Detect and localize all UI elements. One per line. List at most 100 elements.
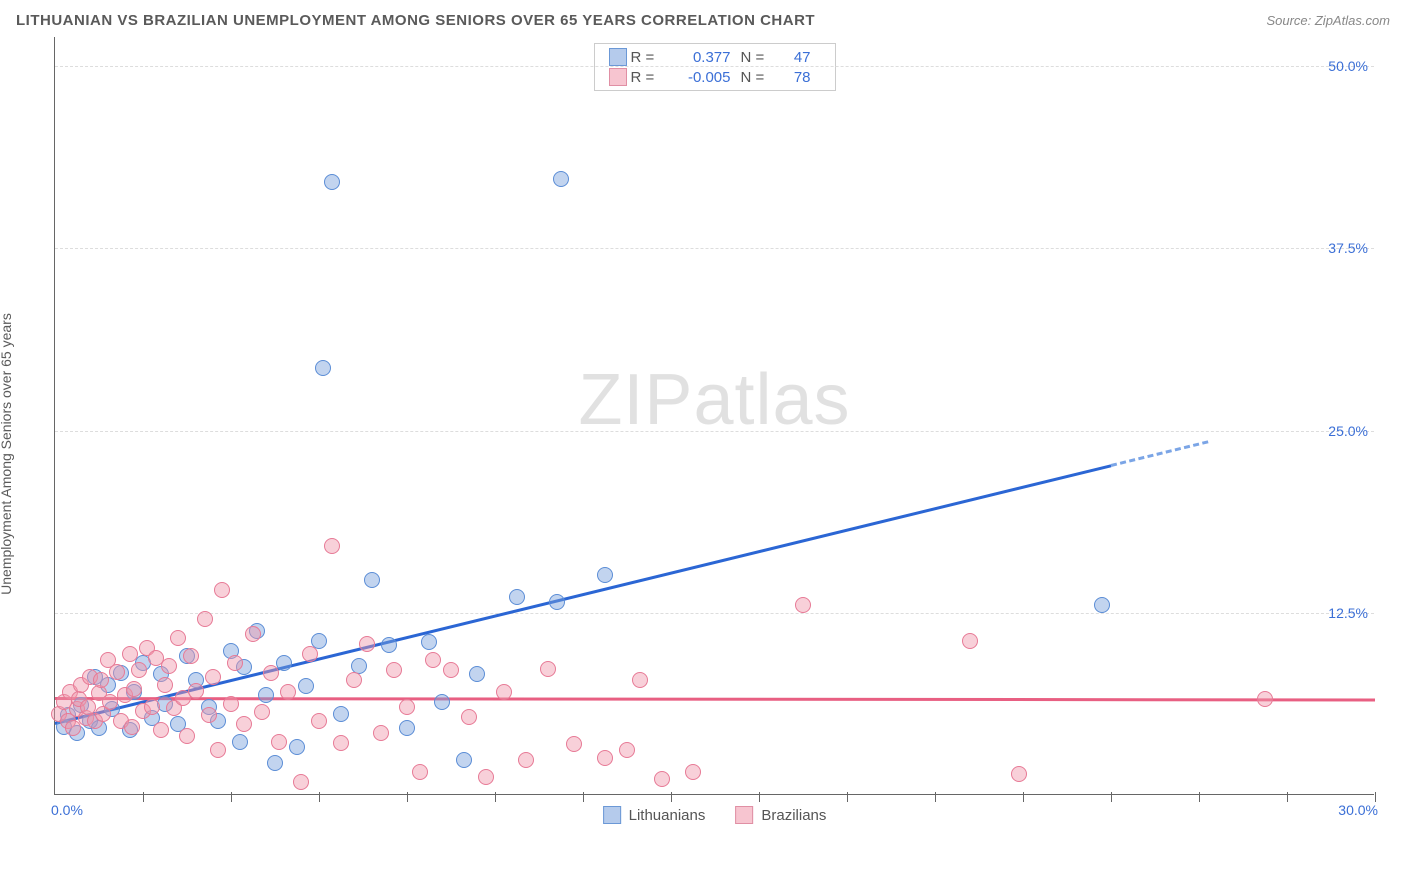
data-point xyxy=(399,699,415,715)
watermark: ZIPatlas xyxy=(578,359,850,441)
data-point xyxy=(124,719,140,735)
r-label: R = xyxy=(631,49,671,66)
data-point xyxy=(298,678,314,694)
x-tick xyxy=(759,792,760,802)
data-point xyxy=(443,662,459,678)
data-point xyxy=(161,658,177,674)
data-point xyxy=(254,704,270,720)
data-point xyxy=(381,637,397,653)
x-tick xyxy=(1375,792,1376,802)
data-point xyxy=(179,728,195,744)
x-tick xyxy=(1023,792,1024,802)
x-tick xyxy=(495,792,496,802)
source-label: Source: ZipAtlas.com xyxy=(1266,13,1390,28)
data-point xyxy=(478,769,494,785)
data-point xyxy=(364,572,380,588)
data-point xyxy=(289,739,305,755)
data-point xyxy=(293,774,309,790)
data-point xyxy=(795,597,811,613)
swatch-pink-icon xyxy=(609,68,627,86)
data-point xyxy=(324,538,340,554)
data-point xyxy=(315,360,331,376)
data-point xyxy=(267,755,283,771)
x-tick xyxy=(1111,792,1112,802)
x-tick xyxy=(1287,792,1288,802)
legend-item: Lithuanians xyxy=(603,806,706,824)
swatch-blue-icon xyxy=(609,48,627,66)
chart-title: LITHUANIAN VS BRAZILIAN UNEMPLOYMENT AMO… xyxy=(16,12,815,29)
data-point xyxy=(1011,766,1027,782)
r-value-blue: 0.377 xyxy=(671,49,741,66)
data-point xyxy=(540,661,556,677)
swatch-blue-icon xyxy=(603,806,621,824)
data-point xyxy=(144,699,160,715)
data-point xyxy=(210,742,226,758)
n-label: N = xyxy=(741,49,781,66)
data-point xyxy=(1094,597,1110,613)
x-tick xyxy=(407,792,408,802)
x-tick xyxy=(1199,792,1200,802)
data-point xyxy=(399,720,415,736)
data-point xyxy=(685,764,701,780)
data-point xyxy=(183,648,199,664)
data-point xyxy=(553,171,569,187)
data-point xyxy=(456,752,472,768)
data-point xyxy=(214,582,230,598)
data-point xyxy=(359,636,375,652)
data-point xyxy=(496,684,512,700)
data-point xyxy=(245,626,261,642)
data-point xyxy=(425,652,441,668)
data-point xyxy=(201,707,217,723)
x-axis-origin-label: 0.0% xyxy=(51,802,83,818)
y-axis-label: Unemployment Among Seniors over 65 years xyxy=(0,313,14,595)
data-point xyxy=(549,594,565,610)
data-point xyxy=(93,672,109,688)
y-tick-label: 50.0% xyxy=(1328,58,1368,74)
x-tick xyxy=(231,792,232,802)
data-point xyxy=(654,771,670,787)
data-point xyxy=(302,646,318,662)
data-point xyxy=(386,662,402,678)
x-tick xyxy=(583,792,584,802)
data-point xyxy=(109,664,125,680)
legend-label: Lithuanians xyxy=(629,807,706,824)
data-point xyxy=(65,720,81,736)
trend-line xyxy=(1111,441,1209,468)
x-tick xyxy=(319,792,320,802)
r-value-pink: -0.005 xyxy=(671,69,741,86)
data-point xyxy=(170,630,186,646)
x-tick xyxy=(671,792,672,802)
data-point xyxy=(276,655,292,671)
data-point xyxy=(597,750,613,766)
data-point xyxy=(324,174,340,190)
x-tick xyxy=(935,792,936,802)
swatch-pink-icon xyxy=(735,806,753,824)
series-legend: Lithuanians Brazilians xyxy=(603,806,827,824)
y-tick-label: 37.5% xyxy=(1328,240,1368,256)
n-value-pink: 78 xyxy=(781,69,821,86)
data-point xyxy=(373,725,389,741)
data-point xyxy=(280,684,296,700)
data-point xyxy=(236,716,252,732)
data-point xyxy=(153,722,169,738)
data-point xyxy=(232,734,248,750)
data-point xyxy=(197,611,213,627)
data-point xyxy=(509,589,525,605)
data-point xyxy=(346,672,362,688)
data-point xyxy=(311,713,327,729)
trend-line xyxy=(55,464,1112,725)
data-point xyxy=(333,706,349,722)
data-point xyxy=(263,665,279,681)
data-point xyxy=(1257,691,1273,707)
data-point xyxy=(227,655,243,671)
data-point xyxy=(597,567,613,583)
data-point xyxy=(518,752,534,768)
x-tick xyxy=(847,792,848,802)
gridline xyxy=(55,613,1374,614)
data-point xyxy=(102,694,118,710)
data-point xyxy=(566,736,582,752)
data-point xyxy=(421,634,437,650)
data-point xyxy=(258,687,274,703)
data-point xyxy=(205,669,221,685)
data-point xyxy=(412,764,428,780)
